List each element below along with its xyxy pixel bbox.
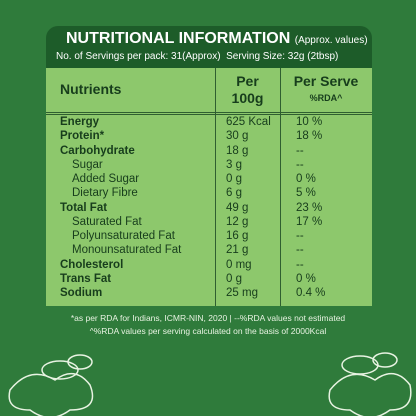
per-100g: 625 Kcal (226, 116, 271, 128)
title-text: NUTRITIONAL INFORMATION (66, 30, 291, 47)
nutrient-name: Carbohydrate (60, 144, 135, 157)
nutrient-name: Total Fat (60, 201, 108, 214)
per-100g: 6 g (226, 187, 242, 200)
column-header-line: Per (236, 73, 259, 89)
nutrition-table: Nutrients Per 100g Per Serve %RDA^ Energy 625 … (46, 68, 372, 306)
footnote: ^%RDA values per serving calculated on t… (89, 326, 327, 336)
nutrient-name: Polyunsaturated Fat (72, 230, 175, 242)
column-divider (215, 68, 216, 306)
rda: -- (296, 144, 304, 157)
nutrient-name: Sugar (72, 158, 103, 171)
per-100g: 30 g (226, 130, 249, 143)
nutrient-name: Trans Fat (60, 272, 112, 285)
nutrient-name: Dietary Fibre (72, 187, 138, 200)
rda: 17 % (296, 215, 323, 228)
rda: 0.4 % (296, 287, 326, 299)
nutrient-name: Added Sugar (72, 173, 140, 185)
rda: 23 % (296, 201, 323, 214)
rda: -- (296, 258, 304, 271)
rda: 0 % (296, 173, 316, 185)
nutrient-name: Energy (60, 116, 99, 128)
title: NUTRITIONAL INFORMATION (Approx. values) (66, 30, 368, 48)
footnote: *as per RDA for Indians, ICMR-NIN, 2020 … (70, 313, 346, 323)
serving-info: No. of Servings per pack: 31(Approx) Ser… (56, 51, 338, 62)
nutrient-name: Saturated Fat (72, 215, 142, 228)
per-100g: 0 g (226, 173, 242, 185)
nutrient-name: Monounsaturated Fat (72, 244, 182, 257)
subtitle: (Approx. values) (294, 35, 368, 46)
rda: 0 % (296, 272, 316, 285)
per-100g: 25 mg (226, 287, 258, 299)
column-header: Per Serve %RDA^ (280, 73, 372, 107)
rda: 5 % (296, 187, 316, 200)
servings: No. of Servings per pack: 31(Approx) (56, 51, 221, 62)
per-100g: 12 g (226, 215, 249, 228)
nutrient-name: Protein* (60, 130, 105, 143)
rda: -- (296, 244, 304, 257)
column-header-line: %RDA^ (309, 93, 343, 103)
peanut-illustration (8, 352, 412, 416)
row-divider (46, 112, 372, 113)
per-100g: 16 g (226, 230, 249, 242)
per-100g: 0 mg (226, 258, 252, 271)
rda: 18 % (296, 130, 323, 143)
rda: -- (296, 230, 304, 242)
per-100g: 3 g (226, 158, 242, 171)
column-header: Per 100g (215, 73, 280, 107)
rda: 10 % (296, 116, 323, 128)
column-header-line: Per Serve (293, 73, 359, 89)
per-100g: 0 g (226, 272, 242, 285)
header: NUTRITIONAL INFORMATION (Approx. values)… (46, 26, 372, 68)
per-100g: 21 g (226, 244, 249, 257)
per-100g: 18 g (226, 144, 249, 157)
nutrient-name: Cholesterol (60, 258, 124, 271)
nutrient-name: Sodium (60, 287, 103, 299)
column-divider (280, 68, 281, 306)
serving-size: Serving Size: 32g (2tbsp) (226, 51, 339, 62)
rda: -- (296, 158, 304, 171)
per-100g: 49 g (226, 201, 249, 214)
column-header-line: Nutrients (60, 81, 122, 97)
column-header-line: 100g (231, 90, 264, 106)
row-divider (46, 114, 372, 115)
column-header: Nutrients (46, 81, 215, 97)
